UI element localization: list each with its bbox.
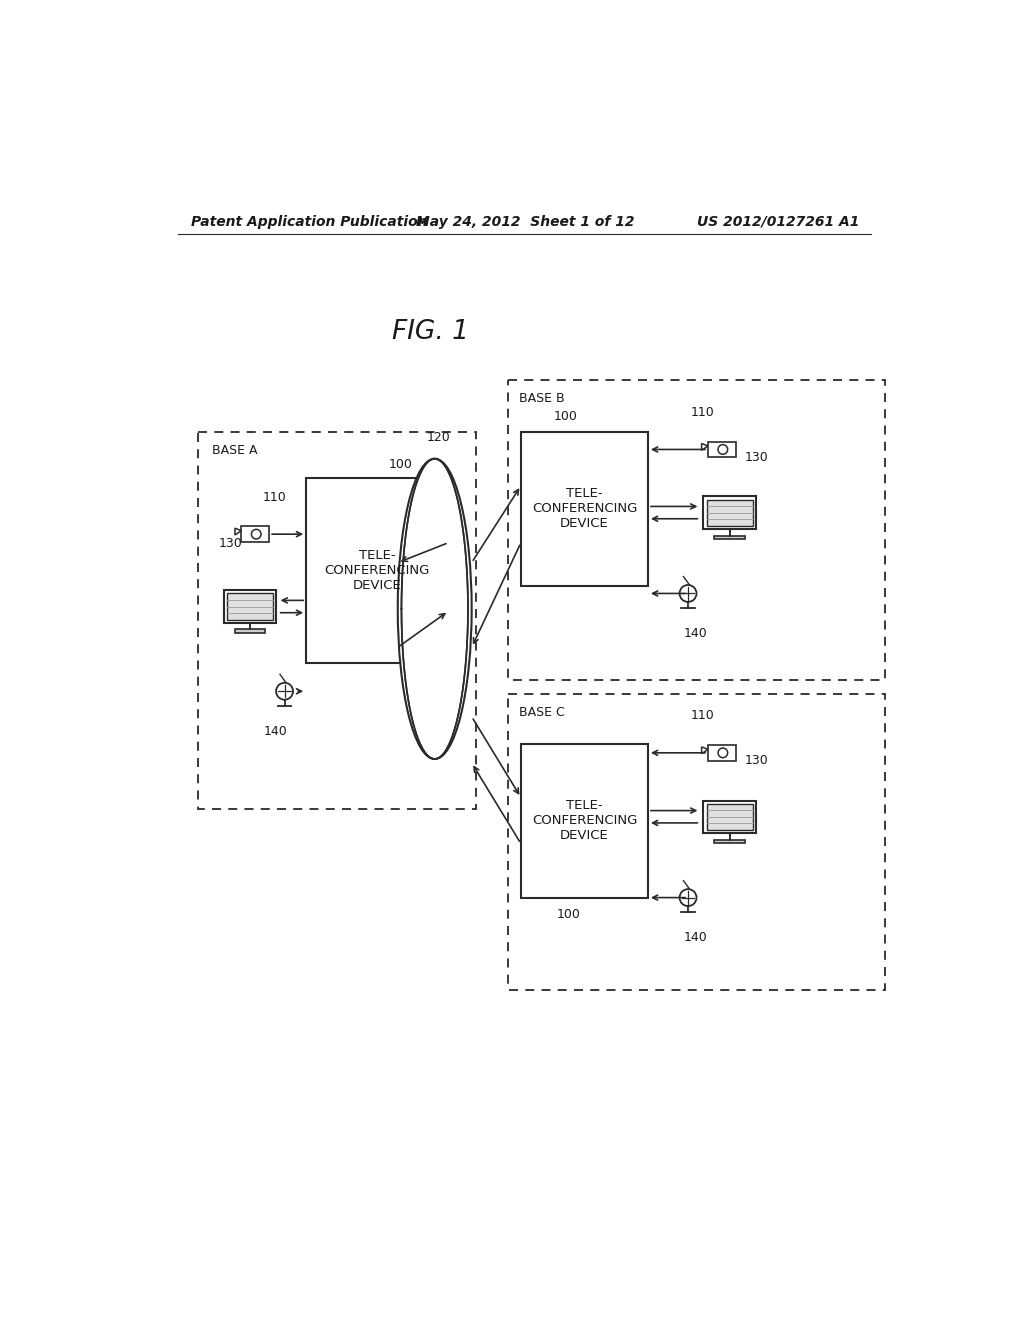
Text: 140: 140 [263,725,287,738]
Text: 130: 130 [744,450,768,463]
Text: TELE-
CONFERENCING
DEVICE: TELE- CONFERENCING DEVICE [325,549,430,591]
Bar [242,527,269,543]
Circle shape [718,445,728,454]
Text: 140: 140 [684,627,708,640]
Text: 130: 130 [744,754,768,767]
Bar [714,536,745,540]
Circle shape [276,682,293,700]
Text: BASE A: BASE A [212,444,258,457]
Bar [707,804,753,830]
Text: 140: 140 [684,931,708,944]
Polygon shape [701,444,708,450]
Bar [306,478,449,663]
Bar [508,693,885,990]
Bar [714,840,745,843]
Text: FIG. 1: FIG. 1 [392,318,469,345]
Bar [708,442,736,457]
Bar [521,743,648,898]
Bar [234,630,265,634]
Text: BASE B: BASE B [519,392,565,405]
Text: 110: 110 [691,407,715,418]
Bar [508,380,885,681]
Bar [703,496,756,529]
Text: 130: 130 [219,537,243,550]
Text: May 24, 2012  Sheet 1 of 12: May 24, 2012 Sheet 1 of 12 [416,215,634,228]
Text: BASE C: BASE C [519,706,565,719]
Text: 100: 100 [553,409,578,422]
Bar [226,594,273,619]
Text: 110: 110 [263,491,287,504]
Text: 100: 100 [557,908,581,921]
Text: US 2012/0127261 A1: US 2012/0127261 A1 [696,215,859,228]
Text: TELE-
CONFERENCING
DEVICE: TELE- CONFERENCING DEVICE [531,487,637,531]
Bar [703,800,756,833]
Ellipse shape [397,459,472,759]
Bar [223,590,276,623]
Polygon shape [234,528,242,535]
Text: Patent Application Publication: Patent Application Publication [190,215,427,228]
Text: 110: 110 [691,709,715,722]
Text: 100: 100 [388,458,413,471]
Circle shape [680,890,696,906]
Circle shape [718,748,728,758]
Bar [707,499,753,525]
Bar [521,432,648,586]
Polygon shape [701,747,708,754]
Bar [199,432,475,809]
Bar [708,744,736,760]
Circle shape [252,529,261,539]
Text: 120: 120 [427,430,451,444]
Text: TELE-
CONFERENCING
DEVICE: TELE- CONFERENCING DEVICE [531,799,637,842]
Circle shape [680,585,696,602]
